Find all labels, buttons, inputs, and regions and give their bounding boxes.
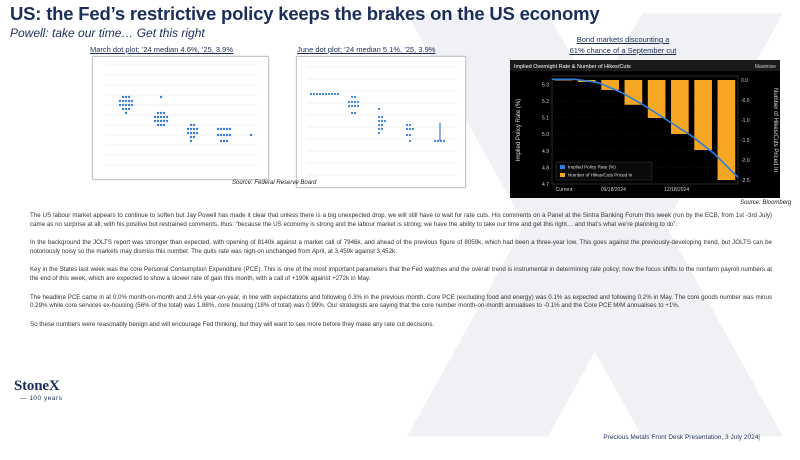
x-tick-label: 09/18/2024 — [601, 187, 626, 193]
paragraph-conclusion: So these numbers were reasonably benign … — [30, 320, 435, 328]
y-tick-label: 4.9 — [542, 149, 549, 155]
implied-rate-chart-svg: Implied Overnight Rate & Number of Hikes… — [510, 60, 780, 193]
paragraph-jolts: In the background the JOLTS report was s… — [30, 239, 772, 255]
page-title: US: the Fed’s restrictive policy keeps t… — [10, 3, 600, 24]
market-chart-source: Source: Bloomberg — [740, 200, 792, 206]
legend-swatch-hikes — [560, 173, 565, 177]
bar-hikes-cuts — [694, 80, 712, 150]
bar-hikes-cuts — [671, 80, 689, 134]
chart-maximize-label: Maximize — [755, 64, 776, 70]
y2-tick-label: -2.5 — [741, 178, 750, 184]
y-tick-label: 5.1 — [542, 116, 549, 122]
y-tick-label: 4.8 — [542, 165, 549, 171]
y-axis-title: Implied Policy Rate (%) — [516, 99, 522, 161]
paragraph-pce-headline: The headline PCE came in at 0.0% month-o… — [30, 293, 772, 310]
market-chart-caption: Bond markets discounting a 61% chance of… — [563, 35, 683, 55]
stonex-tagline: — 100 years — [20, 395, 63, 402]
x-tick-label: Current — [556, 187, 573, 193]
june-dot-plot — [296, 56, 466, 188]
y-tick-label: 4.7 — [542, 182, 549, 188]
market-chart-caption-line2: 61% chance of a September cut — [569, 46, 677, 55]
y2-tick-label: -2.0 — [741, 158, 750, 164]
chart-header-bar — [510, 60, 780, 71]
paragraph-pce-key: Key in the States last week was the core… — [30, 266, 772, 282]
footer-text: Precious Metals Front Desk Presentation,… — [603, 434, 760, 441]
bar-hikes-cuts — [647, 80, 666, 118]
dot-plot-source: Source: Federal Reserve Board — [232, 180, 317, 186]
paragraph-labour-market: The US labour market appears to continue… — [30, 212, 772, 228]
y2-tick-label: -1.0 — [741, 118, 750, 124]
tagline-text: 100 years — [29, 395, 63, 402]
market-chart-caption-line1: Bond markets discounting a — [576, 35, 670, 44]
y-tick-label: 5.2 — [542, 99, 549, 105]
y2-axis-title: Number of Hikes/Cuts Priced In — [772, 88, 778, 172]
legend-box — [555, 161, 653, 181]
x-tick-label: 12/18/2024 — [664, 187, 689, 193]
legend-label-hikes: Number of Hikes/Cuts Priced In — [568, 173, 633, 178]
chart-title: Implied Overnight Rate & Number of Hikes… — [514, 64, 631, 70]
bar-hikes-cuts — [717, 80, 736, 180]
legend-label-rate: Implied Policy Rate (%) — [568, 165, 616, 170]
march-dot-plot — [92, 56, 269, 180]
march-dot-plot-graphic — [105, 64, 258, 166]
page-subtitle: Powell: take our time… Get this right — [10, 26, 205, 40]
y2-tick-label: 0.0 — [741, 78, 748, 84]
implied-rate-chart: Implied Overnight Rate & Number of Hikes… — [510, 60, 780, 198]
stonex-logo: StoneX — [14, 378, 60, 394]
bar-hikes-cuts — [601, 80, 619, 90]
legend-swatch-rate — [560, 165, 565, 169]
line-implied-policy-rate — [552, 78, 739, 178]
body-text: The US labour market appears to continue… — [30, 212, 772, 339]
bar-hikes-cuts — [624, 80, 643, 105]
june-dot-plot-graphic — [307, 66, 457, 176]
march-dot-plot-caption: March dot plot; ’24 median 4.6%, ’25, 3.… — [90, 45, 233, 54]
y-tick-label: 5.3 — [542, 82, 549, 88]
y-tick-label: 5.0 — [542, 132, 549, 138]
y2-tick-label: -1.5 — [741, 138, 750, 144]
bar-hikes-cuts — [554, 80, 573, 81]
june-dot-plot-caption: June dot plot; ’24 median 5.1%, ’25, 3.9… — [297, 45, 436, 54]
y2-tick-label: -0.5 — [741, 98, 750, 104]
